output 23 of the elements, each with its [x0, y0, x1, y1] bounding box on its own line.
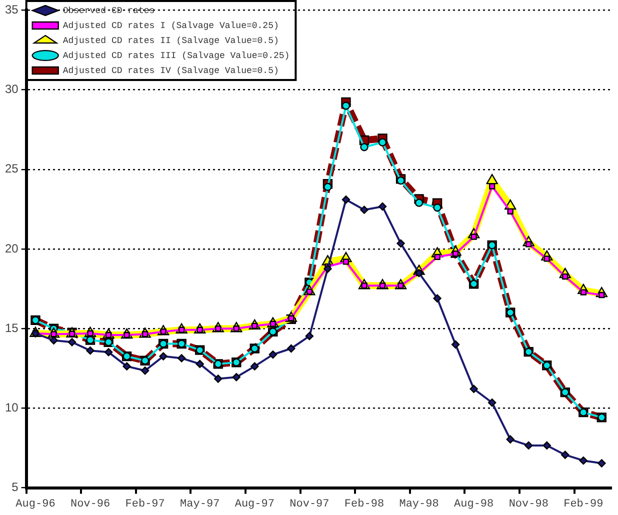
legend-label: Observed CD rates — [62, 6, 155, 16]
y-tick-label: 20 — [4, 241, 19, 256]
x-tick-label: Aug-96 — [16, 498, 56, 510]
x-tick-label: Feb-98 — [344, 498, 384, 510]
legend-label: Adjusted CD rates I (Salvage Value=0.25) — [62, 20, 279, 31]
y-tick-label: 15 — [4, 320, 19, 335]
x-tick-label: Aug-98 — [454, 498, 494, 510]
y-tick-label: 10 — [4, 400, 19, 415]
y-tick-label: 25 — [4, 162, 19, 176]
x-tick-label: Feb-97 — [125, 498, 165, 510]
y-tick-label: 30 — [4, 82, 19, 96]
x-tick-label: Nov-97 — [290, 498, 330, 510]
y-tick-label: 35 — [4, 2, 19, 17]
x-tick-label: May-97 — [180, 498, 220, 510]
legend-label: Adjusted CD rates IV (Salvage Value=0.5) — [62, 66, 279, 76]
x-tick-label: Feb-99 — [564, 498, 604, 510]
x-tick-label: May-98 — [399, 498, 439, 510]
y-tick-label: 5 — [12, 480, 19, 494]
x-tick-label: Nov-98 — [508, 498, 548, 510]
legend-label: Adjusted CD rates III (Salvage Value=0.25) — [62, 50, 290, 61]
legend-label: Adjusted CD rates II (Salvage Value=0.5) — [62, 36, 279, 46]
x-tick-label: Aug-97 — [234, 498, 274, 510]
x-tick-label: Nov-96 — [70, 498, 110, 510]
